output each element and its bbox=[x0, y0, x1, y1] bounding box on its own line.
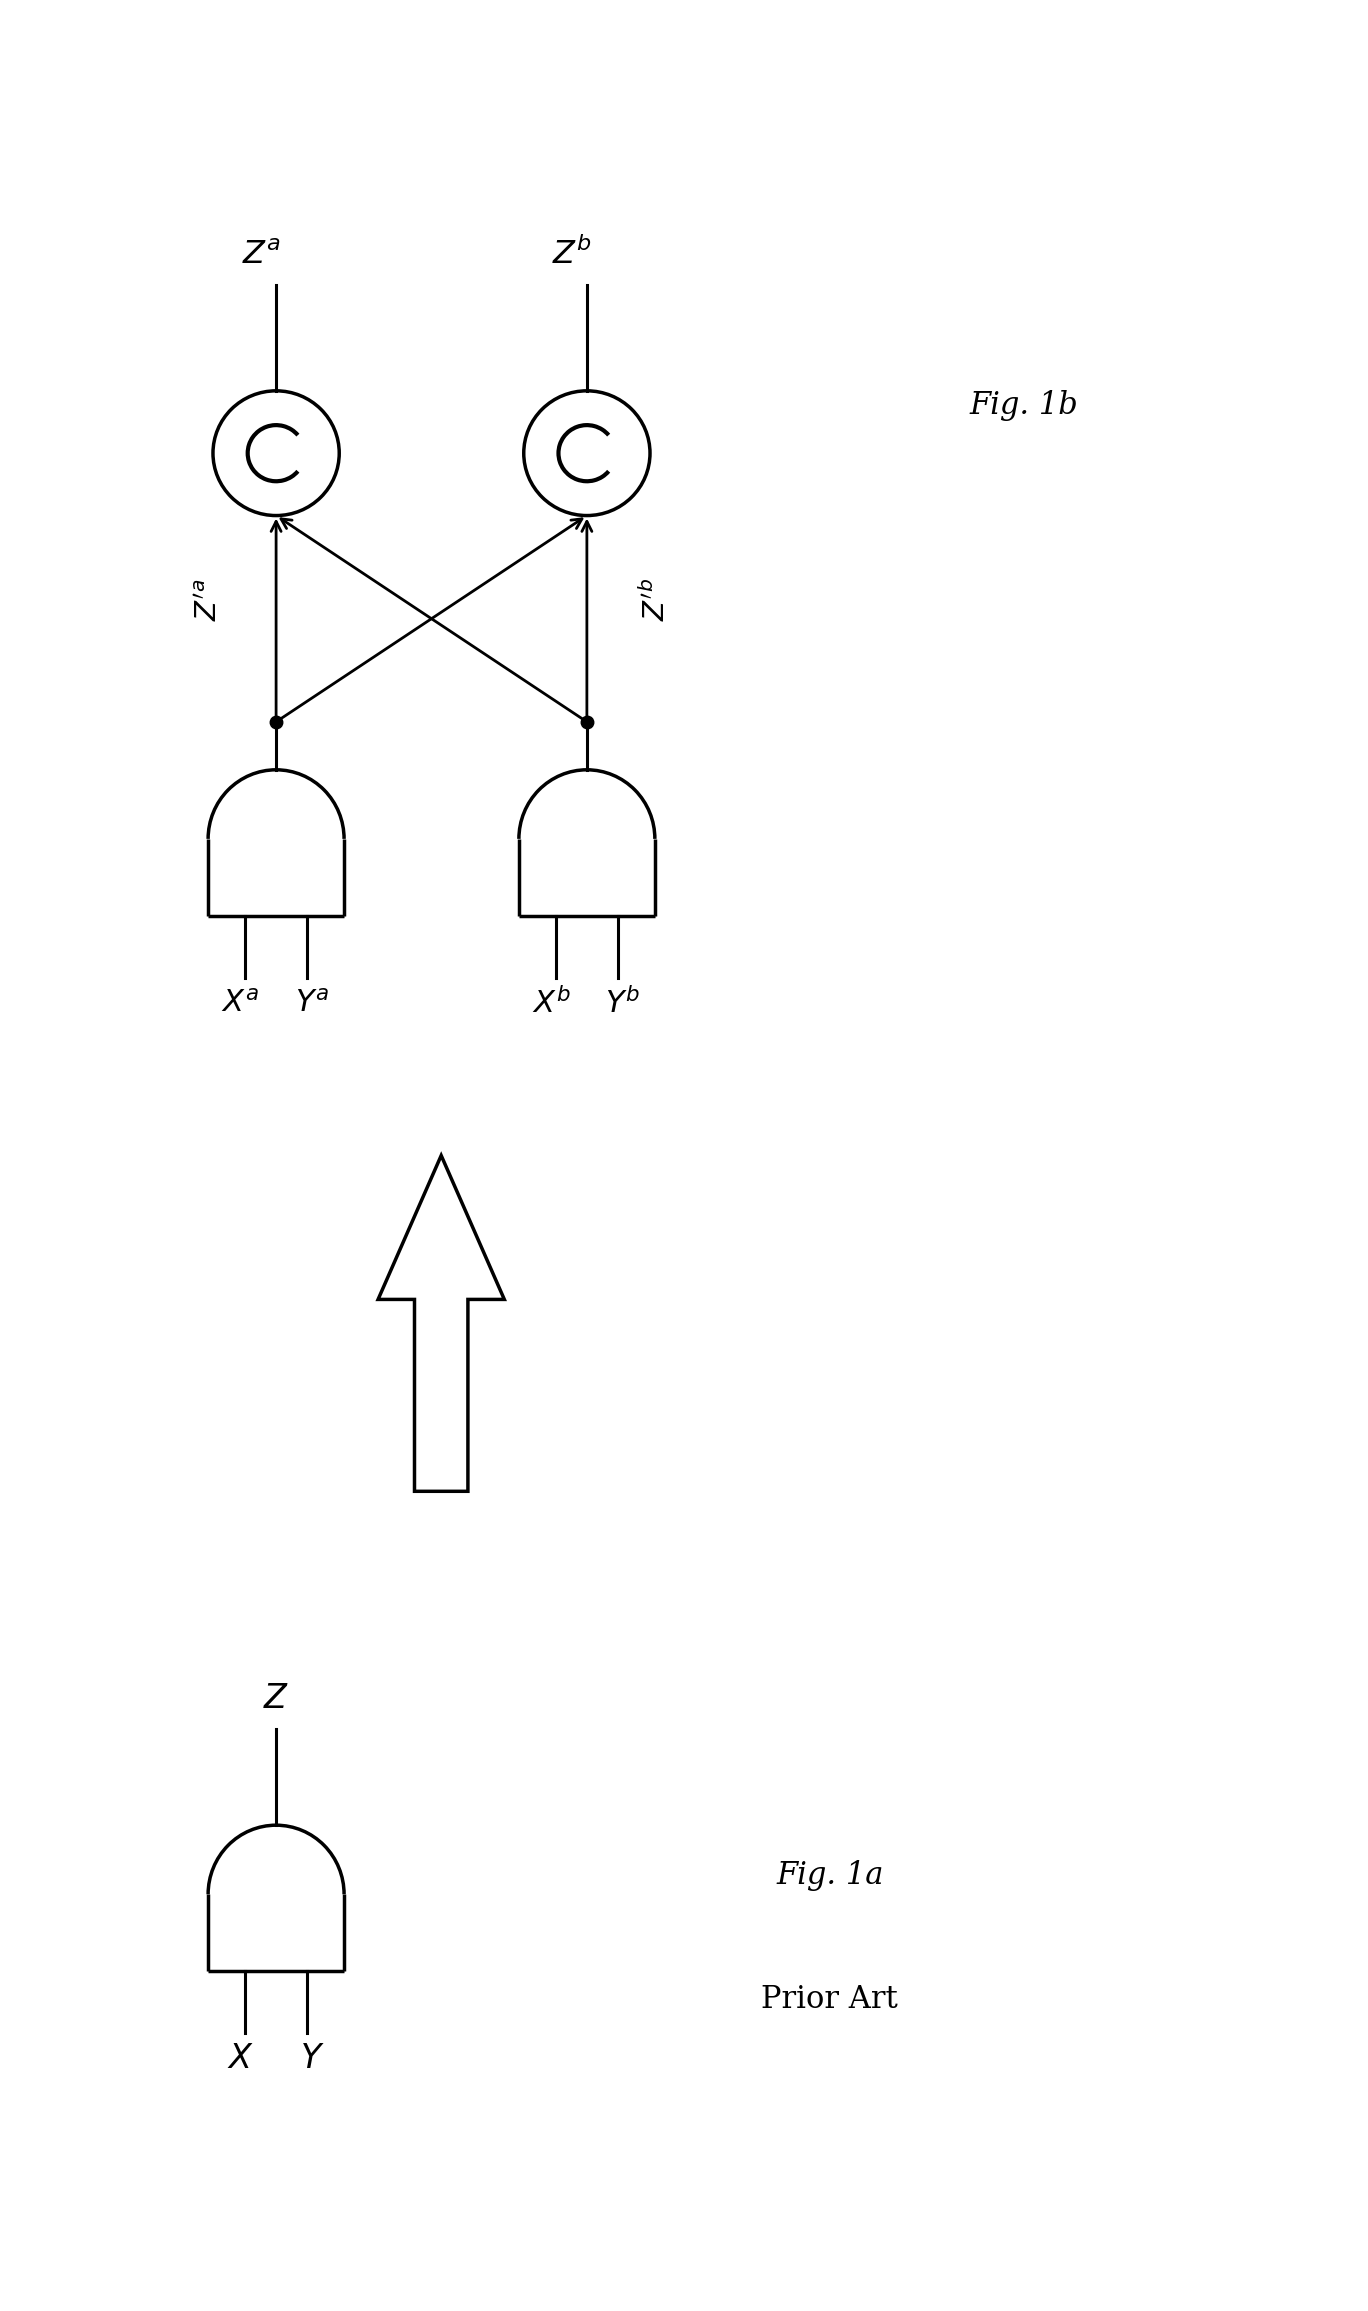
Text: $Y^a$: $Y^a$ bbox=[295, 987, 330, 1019]
Text: $X^b$: $X^b$ bbox=[532, 987, 570, 1019]
Text: Fig. 1a: Fig. 1a bbox=[776, 1860, 884, 1890]
Text: Fig. 1b: Fig. 1b bbox=[970, 391, 1078, 421]
Text: Prior Art: Prior Art bbox=[762, 1985, 897, 2015]
Text: $Y^b$: $Y^b$ bbox=[605, 987, 640, 1019]
Text: $Z$: $Z$ bbox=[263, 1682, 289, 1715]
Text: $X$: $X$ bbox=[227, 2043, 253, 2075]
Text: $Y$: $Y$ bbox=[300, 2043, 324, 2075]
Text: $Z^a$: $Z^a$ bbox=[242, 240, 280, 270]
FancyArrow shape bbox=[378, 1156, 505, 1491]
Text: $Z^b$: $Z^b$ bbox=[553, 238, 592, 270]
Text: $X^a$: $X^a$ bbox=[222, 987, 259, 1019]
Text: $Z'^a$: $Z'^a$ bbox=[194, 578, 223, 622]
Text: $Z'^b$: $Z'^b$ bbox=[640, 578, 670, 622]
